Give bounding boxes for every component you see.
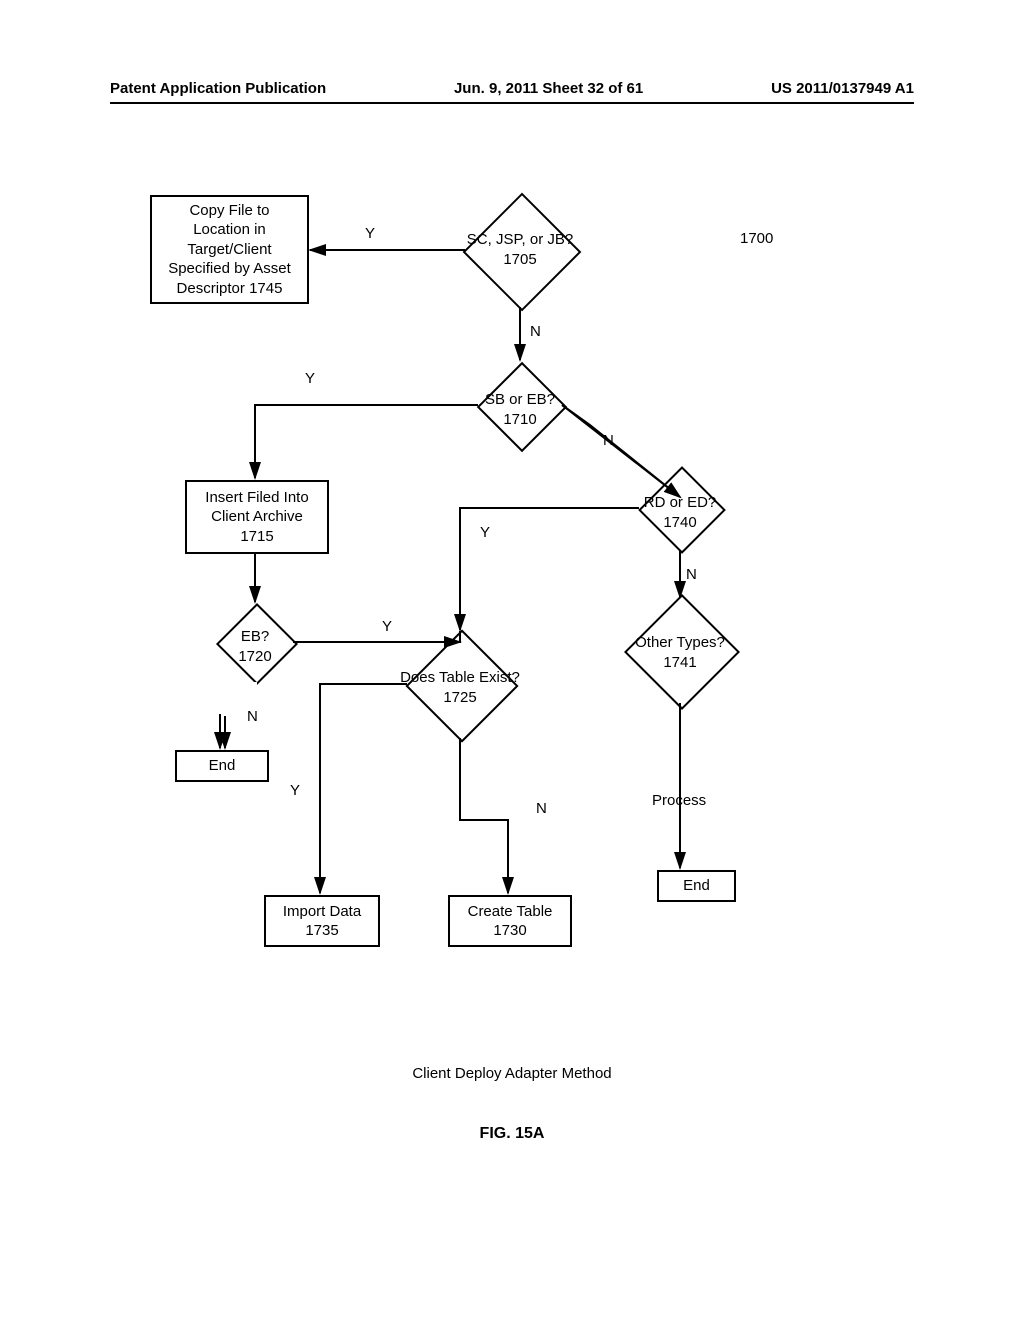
connectors-clean xyxy=(0,0,1024,1000)
label-n-2: N xyxy=(603,432,614,449)
header-rule xyxy=(110,102,914,104)
box-1745-l4: Specified by Asset xyxy=(168,259,291,279)
connectors xyxy=(0,0,1024,1000)
box-1745-l3: Target/Client xyxy=(187,240,271,260)
label-y-1: Y xyxy=(365,225,375,242)
header-right: US 2011/0137949 A1 xyxy=(771,80,914,97)
label-n-1: N xyxy=(530,323,541,340)
box-1745-l1: Copy File to xyxy=(189,201,269,221)
box-1745: Copy File to Location in Target/Client S… xyxy=(150,195,309,304)
box-1730: Create Table 1730 xyxy=(448,895,572,947)
ref-1700: 1700 xyxy=(740,230,773,247)
box-1745-l5: Descriptor 1745 xyxy=(177,279,283,299)
end-box-1: End xyxy=(175,750,269,782)
diamond-1705-label: SC, JSP, or JB? 1705 xyxy=(445,230,595,269)
process-label: Process xyxy=(652,792,706,809)
label-n-3: N xyxy=(686,566,697,583)
box-1745-l2: Location in xyxy=(193,220,266,240)
diamond-1741-label: Other Types? 1741 xyxy=(625,633,735,672)
header-left: Patent Application Publication xyxy=(110,80,326,97)
box-1735: Import Data 1735 xyxy=(264,895,380,947)
end-box-2: End xyxy=(657,870,736,902)
diamond-1720-label: EB? 1720 xyxy=(225,627,285,666)
label-y-5: Y xyxy=(290,782,300,799)
box-1715: Insert Filed Into Client Archive 1715 xyxy=(185,480,329,554)
label-n-5: N xyxy=(536,800,547,817)
page-header: Patent Application Publication Jun. 9, 2… xyxy=(0,80,1024,97)
diamond-1725-label: Does Table Exist? 1725 xyxy=(395,668,525,707)
label-y-2: Y xyxy=(305,370,315,387)
figure-caption: Client Deploy Adapter Method xyxy=(0,1065,1024,1082)
header-center: Jun. 9, 2011 Sheet 32 of 61 xyxy=(454,80,643,97)
label-y-3: Y xyxy=(480,524,490,541)
figure-label: FIG. 15A xyxy=(0,1125,1024,1143)
label-y-4: Y xyxy=(382,618,392,635)
diamond-1710-label: SB or EB? 1710 xyxy=(475,390,565,429)
label-n-4: N xyxy=(247,708,258,725)
diamond-1740-label: RD or ED? 1740 xyxy=(630,493,730,532)
